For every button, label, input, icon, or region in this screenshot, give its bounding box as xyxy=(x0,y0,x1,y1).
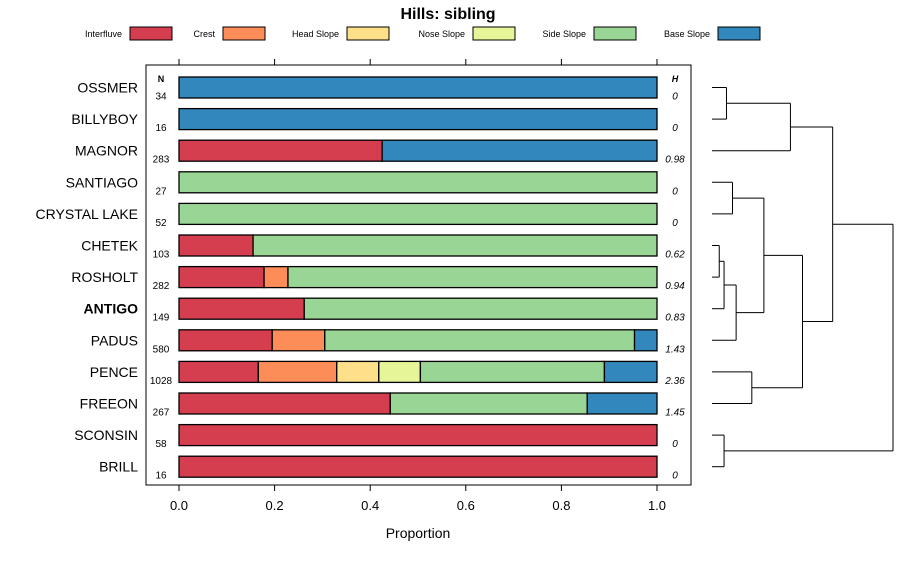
bar-segment xyxy=(287,265,658,289)
bar-segment xyxy=(178,202,658,226)
legend-label: Head Slope xyxy=(292,29,339,39)
bar-segment xyxy=(178,265,265,289)
x-tick-label: 0.0 xyxy=(170,498,188,513)
n-value: 16 xyxy=(155,471,167,482)
n-value: 34 xyxy=(155,92,167,103)
legend-label: Crest xyxy=(193,29,215,39)
bar-segment xyxy=(178,455,658,478)
bar-segment xyxy=(178,171,658,194)
chart-title: Hills: sibling xyxy=(400,6,495,23)
row-label: PENCE xyxy=(90,364,138,380)
bar-segment xyxy=(178,329,273,352)
n-value: 103 xyxy=(153,250,170,261)
n-value: 58 xyxy=(155,439,167,450)
h-value: 0.83 xyxy=(665,313,685,324)
bar-segment xyxy=(252,234,658,257)
plot-frame xyxy=(145,64,692,486)
row-label: PADUS xyxy=(91,332,138,348)
x-tick-label: 0.6 xyxy=(457,498,475,513)
legend-label: Nose Slope xyxy=(418,29,465,39)
row-label: SANTIAGO xyxy=(66,174,138,190)
row-label: SCONSIN xyxy=(74,427,138,443)
x-tick-label: 0.2 xyxy=(266,498,284,513)
h-value: 0 xyxy=(672,218,678,229)
bar-segment xyxy=(178,360,259,384)
legend-label: Side Slope xyxy=(542,29,586,39)
x-tick-label: 0.8 xyxy=(552,498,570,513)
legend-swatch xyxy=(222,26,266,41)
h-value: 0.98 xyxy=(665,155,685,166)
n-value: 267 xyxy=(153,408,170,419)
n-header: N xyxy=(158,74,165,84)
n-value: 282 xyxy=(153,281,170,292)
h-value: 0 xyxy=(672,123,678,134)
bar-segment xyxy=(603,360,658,384)
legend-swatch xyxy=(129,26,173,41)
h-value: 2.36 xyxy=(664,376,685,387)
legend: Interfluve Crest Head Slope Nose Slope Side … xyxy=(85,26,761,41)
h-value: 0.94 xyxy=(665,281,685,292)
bar-segment xyxy=(178,139,383,162)
bar-segment xyxy=(178,234,254,257)
h-value: 0.62 xyxy=(665,250,685,261)
n-value: 52 xyxy=(155,218,167,229)
bar-segment xyxy=(178,423,658,447)
row-label: CRYSTAL LAKE xyxy=(36,206,138,222)
row-label: CHETEK xyxy=(81,238,138,254)
row-label: ROSHOLT xyxy=(71,269,138,285)
h-value: 0 xyxy=(672,92,678,103)
h-value: 0 xyxy=(672,186,678,197)
legend-swatch xyxy=(472,26,516,41)
bar-segment xyxy=(271,329,326,352)
bar-segment xyxy=(324,329,636,352)
row-label: MAGNOR xyxy=(75,143,138,159)
row-label: BRILL xyxy=(99,459,138,475)
h-value: 1.45 xyxy=(665,408,685,419)
row-label: BILLYBOY xyxy=(71,111,138,127)
bar-segment xyxy=(178,392,391,415)
plot-panel: N H OSSMER 34 0 BILLYBOY 16 0 MAGNOR 283 0.98 SANTI… xyxy=(36,59,692,486)
n-value: 149 xyxy=(153,313,170,324)
x-axis-title: Proportion xyxy=(386,525,451,541)
bar-segment xyxy=(381,139,658,162)
n-value: 283 xyxy=(153,155,170,166)
n-value: 1028 xyxy=(150,376,173,387)
h-value: 1.43 xyxy=(665,344,685,355)
h-value: 0 xyxy=(672,471,678,482)
bar-segment xyxy=(586,392,658,415)
bar-segment xyxy=(378,360,422,384)
n-value: 580 xyxy=(153,344,170,355)
legend-swatch xyxy=(593,26,637,41)
legend-label: Base Slope xyxy=(664,29,710,39)
legend-swatch xyxy=(346,26,390,41)
bar-segment xyxy=(178,107,658,131)
bar-segment xyxy=(336,360,380,384)
row-label: ANTIGO xyxy=(84,301,139,317)
legend-swatch xyxy=(717,26,761,41)
legend-label: Interfluve xyxy=(85,29,122,39)
bar-segment xyxy=(633,329,658,352)
bar-segment xyxy=(178,297,305,320)
x-tick-label: 1.0 xyxy=(648,498,666,513)
n-value: 27 xyxy=(155,186,167,197)
h-value: 0 xyxy=(672,439,678,450)
h-header: H xyxy=(672,74,679,84)
bar-segment xyxy=(419,360,606,384)
bar-segment xyxy=(303,297,658,320)
row-label: OSSMER xyxy=(77,80,138,96)
x-axis: 0.0 0.2 0.4 0.6 0.8 1.0 xyxy=(170,485,666,513)
n-value: 16 xyxy=(155,123,167,134)
row-label: FREEON xyxy=(80,396,138,412)
bar-segment xyxy=(178,76,658,99)
bar-segment xyxy=(257,360,338,384)
bar-segment xyxy=(389,392,588,415)
x-tick-label: 0.4 xyxy=(361,498,379,513)
bar-segment xyxy=(263,265,289,289)
dendrogram xyxy=(712,87,894,468)
